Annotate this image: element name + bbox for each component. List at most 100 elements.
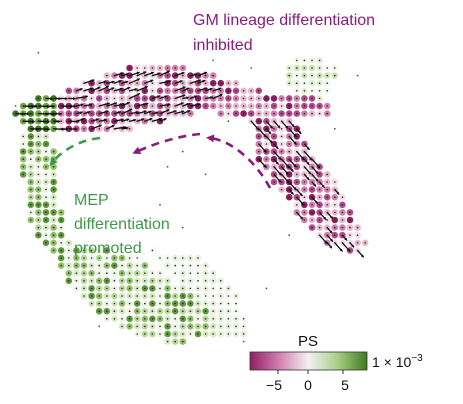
grid-center-dot: [98, 264, 100, 267]
grid-dot: [250, 67, 253, 69]
velocity-arrowhead: [105, 85, 109, 89]
grid-center-dot: [280, 188, 283, 191]
grid-dot: [37, 51, 40, 54]
grid-center-dot: [174, 325, 176, 328]
velocity-arrowhead: [275, 146, 279, 149]
grid-center-dot: [197, 97, 199, 100]
grid-center-dot: [30, 173, 32, 176]
grid-center-dot: [334, 204, 336, 206]
grid-center-dot: [90, 257, 93, 259]
grid-center-dot: [106, 249, 108, 252]
velocity-arrowhead: [202, 79, 206, 83]
velocity-arrowhead: [50, 97, 53, 101]
grid-center-dot: [52, 249, 55, 252]
grid-center-dot: [159, 287, 161, 290]
grid-center-dot: [45, 204, 47, 206]
velocity-arrowhead: [291, 124, 295, 128]
grid-center-dot: [212, 287, 214, 290]
grid-center-dot: [166, 82, 169, 84]
grid-center-dot: [258, 120, 260, 122]
velocity-arrowhead: [286, 165, 290, 169]
velocity-arrowhead: [141, 118, 145, 122]
velocity-arrowhead: [219, 93, 223, 97]
grid-center-dot: [30, 188, 32, 191]
velocity-arrowhead: [315, 170, 319, 174]
velocity-arrowhead: [157, 72, 161, 76]
grid-center-dot: [220, 112, 222, 115]
grid-center-dot: [30, 112, 32, 115]
grid-center-dot: [22, 135, 25, 138]
grid-center-dot: [121, 257, 123, 259]
velocity-arrowhead: [186, 87, 190, 91]
grid-dot: [166, 165, 169, 168]
velocity-arrowhead: [91, 79, 95, 83]
grid-center-dot: [136, 302, 138, 305]
grid-center-dot: [22, 158, 25, 160]
grid-center-dot: [174, 287, 176, 290]
grid-center-dot: [273, 97, 275, 100]
grid-center-dot: [204, 302, 207, 305]
grid-center-dot: [311, 226, 313, 229]
grid-center-dot: [98, 249, 100, 252]
grid-dot: [14, 105, 17, 107]
grid-center-dot: [204, 318, 207, 320]
grid-center-dot: [144, 272, 146, 275]
velocity-arrowhead: [181, 71, 185, 75]
grid-center-dot: [174, 302, 176, 305]
grid-center-dot: [318, 67, 321, 69]
velocity-arrowhead: [290, 168, 294, 172]
grid-center-dot: [288, 143, 291, 145]
grid-center-dot: [311, 67, 313, 69]
grid-center-dot: [326, 74, 329, 77]
velocity-arrowhead: [298, 130, 302, 134]
grid-center-dot: [68, 249, 70, 252]
grid-center-dot: [159, 295, 161, 297]
grid-center-dot: [220, 82, 222, 84]
grid-center-dot: [227, 112, 230, 115]
grid-center-dot: [159, 272, 161, 275]
grid-center-dot: [151, 287, 154, 290]
colorbar-scale-exponent: −3: [411, 353, 423, 364]
grid-center-dot: [326, 173, 329, 176]
grid-center-dot: [296, 90, 298, 92]
grid-center-dot: [151, 90, 154, 92]
grid-center-dot: [128, 318, 131, 320]
grid-center-dot: [326, 196, 329, 198]
grid-center-dot: [37, 181, 40, 183]
grid-center-dot: [144, 287, 146, 290]
velocity-arrowhead: [313, 183, 317, 187]
velocity-arrowhead: [73, 104, 77, 108]
grid-center-dot: [204, 333, 207, 335]
grid-center-dot: [182, 67, 184, 69]
grid-center-dot: [235, 302, 237, 305]
grid-center-dot: [220, 90, 222, 92]
grid-center-dot: [326, 105, 329, 107]
grid-center-dot: [296, 59, 298, 62]
velocity-arrowhead: [80, 103, 84, 107]
grid-dot: [98, 325, 101, 328]
grid-center-dot: [235, 90, 237, 92]
grid-center-dot: [341, 204, 344, 206]
grid-center-dot: [280, 150, 283, 153]
grid-center-dot: [121, 318, 123, 320]
grid-center-dot: [45, 143, 47, 145]
velocity-arrowhead: [105, 110, 109, 114]
velocity-arrowhead: [182, 86, 186, 90]
velocity-arrowhead: [203, 71, 207, 75]
grid-center-dot: [356, 242, 359, 244]
grid-center-dot: [37, 97, 40, 100]
velocity-arrowhead: [194, 73, 198, 77]
grid-center-dot: [318, 204, 321, 206]
velocity-arrowhead: [34, 104, 38, 108]
grid-dot: [265, 287, 268, 290]
grid-center-dot: [159, 67, 161, 69]
grid-center-dot: [174, 333, 176, 335]
grid-center-dot: [334, 226, 336, 229]
velocity-arrowhead: [193, 95, 197, 99]
grid-center-dot: [174, 340, 176, 343]
grid-center-dot: [151, 249, 154, 252]
grid-center-dot: [106, 287, 108, 290]
grid-center-dot: [204, 105, 207, 107]
grid-center-dot: [174, 295, 176, 297]
velocity-arrowhead: [64, 97, 68, 101]
